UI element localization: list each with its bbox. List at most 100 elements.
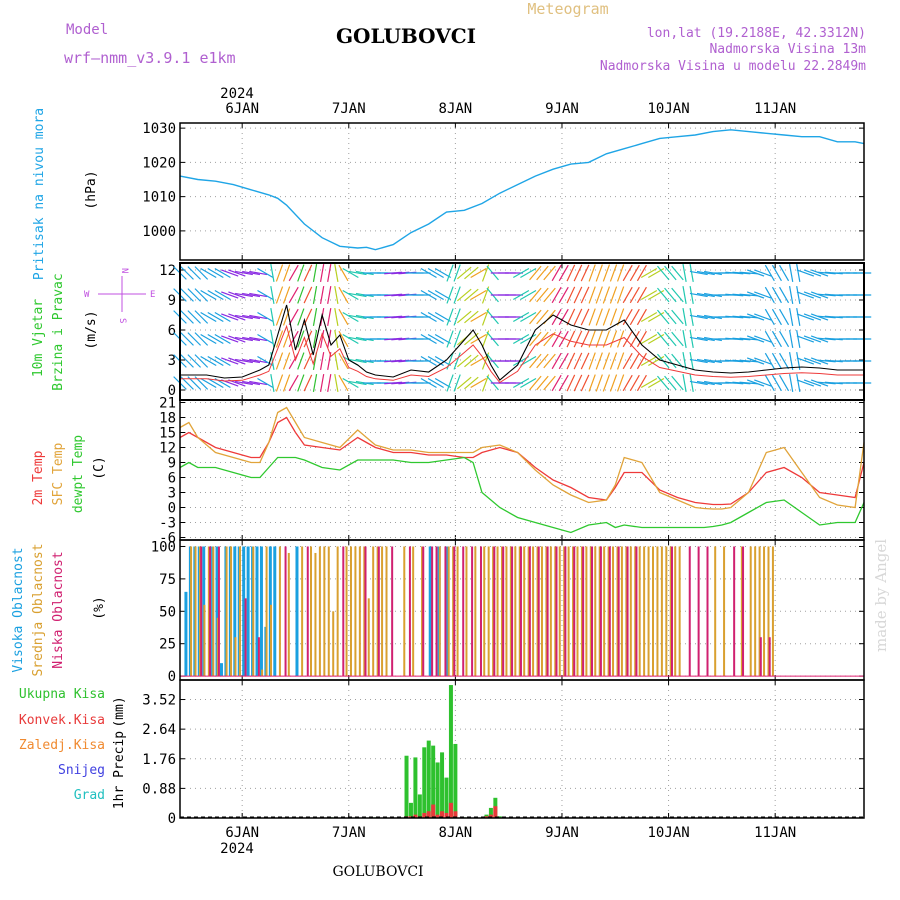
wind-arrow (249, 380, 268, 386)
cloud-mid-bar (349, 546, 352, 677)
wind-arrow (616, 264, 625, 282)
cloud-mid-bar (381, 546, 384, 677)
wind-arrow (384, 293, 403, 297)
wind-arrow (434, 333, 452, 345)
cloud-low-bar (759, 637, 762, 677)
wind-arrow (282, 308, 291, 326)
wind-arrow (338, 374, 349, 392)
temp-ylabel-2m: 2m Temp (31, 450, 46, 505)
wind-arrow (764, 264, 775, 282)
cloud-high-bar (428, 546, 432, 677)
wind-arrow (470, 355, 487, 367)
cloud-low-bar (284, 546, 287, 677)
wind-arrow (303, 286, 313, 304)
wind-arrow (456, 266, 472, 280)
cloud-mid-bar (598, 546, 601, 677)
wind-arrow (573, 374, 583, 392)
wind-arrow (551, 286, 562, 304)
cloud-mid-bar (465, 546, 468, 677)
wind-arrow (558, 264, 569, 282)
cloud-mid-bar (763, 546, 766, 677)
cloud-low-bar (364, 546, 367, 677)
wind-arrow (303, 374, 313, 392)
wind-arrow (732, 381, 751, 385)
cloud-low-bar (342, 546, 345, 677)
wind-arrow (520, 267, 537, 279)
wind-arrow (214, 333, 231, 345)
wind-arrow (200, 311, 217, 323)
wind-arrow (551, 374, 562, 392)
cloud-mid-bar (327, 546, 330, 677)
wind-arrow (529, 375, 542, 391)
wind-arrow (327, 374, 332, 392)
wind-arrow (732, 293, 751, 297)
wind-arrow (288, 374, 299, 392)
wind-arrow (689, 270, 708, 276)
wind-arrow (334, 352, 339, 370)
wind-arrow (580, 308, 590, 326)
wind-arrow (689, 330, 694, 348)
ytick-label: 25 (159, 637, 176, 653)
wind-arrow (656, 331, 670, 347)
wind-arrow (312, 308, 318, 326)
wind-arrow (588, 308, 596, 326)
wind-arrow (214, 355, 231, 367)
wind-arrow (456, 354, 472, 368)
cloud-low-bar (502, 546, 505, 677)
cloud-high-bar (255, 546, 259, 677)
wind-arrow (664, 353, 677, 369)
wind-arrow (573, 352, 583, 370)
cloud-mid-bar (607, 546, 610, 677)
cloud-mid-bar (456, 546, 459, 677)
wind-arrow (664, 375, 677, 391)
wind-arrow (384, 337, 403, 341)
wind-arrow (288, 308, 299, 326)
cloud-mid-bar (585, 546, 588, 677)
precip-conv-bar (493, 806, 498, 818)
wind-arrow (789, 352, 794, 370)
wind-arrow (221, 291, 239, 299)
wind-arrow (257, 355, 274, 367)
cloud-mid-bar (190, 546, 193, 677)
precip-ylabel: 1hr Precip (112, 731, 127, 809)
wind-arrow (648, 311, 665, 323)
wind-arrow (746, 335, 765, 343)
wind-arrow (754, 291, 772, 299)
wind-arrow (234, 358, 253, 364)
temp-sfc-line (179, 406, 865, 510)
cloud-mid-bar (532, 546, 535, 677)
wind-arrow (270, 286, 275, 304)
wind-arrow (640, 267, 658, 279)
wind-arrow (420, 355, 437, 367)
wind-arrow (242, 380, 261, 386)
wind-arrow (194, 288, 209, 302)
wind-arrow (384, 271, 403, 275)
bottom-year-label: 2024 (220, 841, 254, 857)
cloud-mid-bar (216, 617, 219, 677)
cloud-mid-bar (310, 546, 313, 677)
precip-conv-bar (435, 814, 440, 818)
cloud-mid-bar (207, 546, 210, 677)
bottom-day-label: 9JAN (545, 825, 579, 841)
wind-arrow (746, 379, 765, 387)
wind-arrow (228, 291, 246, 299)
cloud-mid-bar (447, 546, 450, 677)
cloud-mid-bar (625, 546, 628, 677)
wind-arrow (200, 333, 217, 345)
cloud-low-bar (528, 546, 531, 677)
wind-arrow (754, 335, 772, 343)
panel-cloud: 0 25 50 75 100 (151, 539, 864, 685)
wind-arrow (754, 269, 772, 277)
cloud-high-bar (184, 591, 188, 677)
cloud-mid-bar (740, 546, 743, 677)
ytick-label: 75 (159, 572, 176, 588)
cloud-low-bar (435, 546, 438, 677)
wind-arrow (671, 331, 684, 347)
wind-arrow (566, 330, 576, 348)
wind-arrow (664, 287, 677, 303)
cloud-mid-bar (558, 546, 561, 677)
wind-arrow (771, 374, 782, 392)
cloud-low-bar (257, 637, 260, 677)
wind-arrow (520, 333, 537, 345)
